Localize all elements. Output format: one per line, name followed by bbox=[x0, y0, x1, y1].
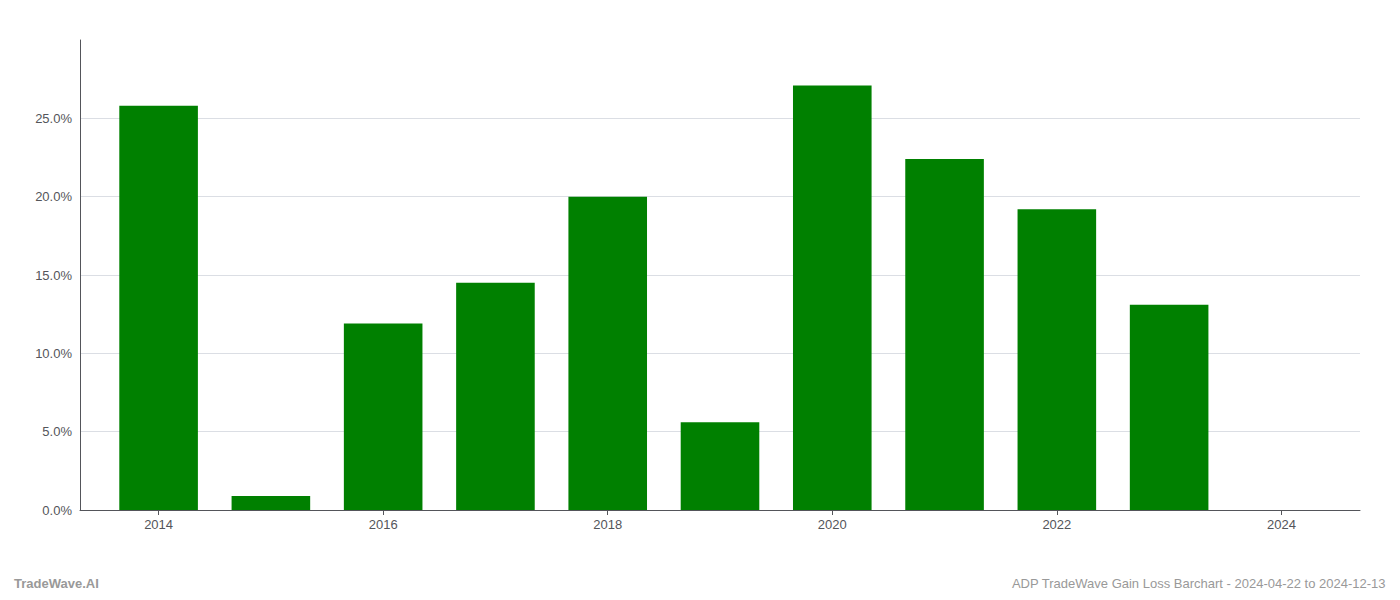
svg-text:2016: 2016 bbox=[369, 517, 398, 532]
svg-text:10.0%: 10.0% bbox=[35, 346, 72, 361]
svg-text:20.0%: 20.0% bbox=[35, 189, 72, 204]
svg-text:TradeWave.AI: TradeWave.AI bbox=[14, 576, 99, 591]
svg-text:2018: 2018 bbox=[593, 517, 622, 532]
svg-text:0.0%: 0.0% bbox=[42, 503, 72, 518]
svg-text:2022: 2022 bbox=[1042, 517, 1071, 532]
svg-text:ADP TradeWave Gain Loss Barcha: ADP TradeWave Gain Loss Barchart - 2024-… bbox=[1012, 576, 1386, 591]
svg-text:15.0%: 15.0% bbox=[35, 268, 72, 283]
svg-text:5.0%: 5.0% bbox=[42, 424, 72, 439]
svg-text:25.0%: 25.0% bbox=[35, 111, 72, 126]
svg-text:2020: 2020 bbox=[818, 517, 847, 532]
svg-text:2024: 2024 bbox=[1267, 517, 1296, 532]
svg-text:2014: 2014 bbox=[144, 517, 173, 532]
